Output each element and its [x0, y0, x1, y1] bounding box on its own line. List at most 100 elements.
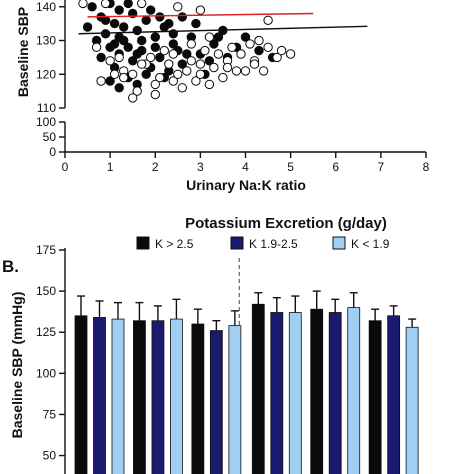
open-point [109, 69, 120, 80]
filled-point [96, 52, 106, 63]
bar [405, 326, 419, 474]
filled-point [100, 15, 111, 25]
filled-point [240, 32, 251, 42]
open-point [137, 59, 147, 69]
filled-point [141, 69, 151, 80]
filled-point [177, 12, 188, 22]
bar [93, 317, 106, 474]
filled-point [164, 18, 174, 29]
open-point [263, 15, 273, 25]
filled-point [155, 52, 165, 63]
filled-point [109, 39, 120, 49]
open-point [146, 52, 156, 63]
open-point [245, 39, 255, 49]
bar-y-axis-label: Baseline SBP (mmHg) [9, 292, 25, 439]
x-tick-label: 6 [332, 160, 339, 174]
y-tick-label: 140 [36, 0, 56, 14]
filled-point [119, 22, 129, 32]
open-point [177, 83, 188, 93]
x-tick-label: 2 [152, 160, 159, 174]
open-point [155, 72, 165, 83]
open-point [195, 59, 206, 69]
filled-point [191, 18, 201, 29]
bar-panel: B. Potassium Excretion (g/day) K > 2.5 K … [2, 215, 419, 474]
bars [74, 290, 419, 474]
bar [133, 320, 146, 474]
open-point [186, 39, 197, 49]
filled-point [150, 42, 161, 52]
open-point [168, 76, 179, 86]
x-tick-label: 3 [197, 160, 204, 174]
filled-point [150, 32, 161, 42]
panel-label-b: B. [2, 257, 19, 276]
bar [74, 315, 88, 474]
bar [328, 312, 342, 474]
bar [270, 312, 284, 474]
bar [170, 318, 183, 474]
legend-label: K > 2.5 [155, 237, 194, 251]
open-point [204, 79, 215, 90]
x-tick-label: 8 [423, 160, 430, 174]
bar [191, 323, 205, 474]
open-point [78, 0, 88, 9]
filled-point [182, 49, 192, 59]
filled-point [132, 25, 142, 36]
bar [209, 330, 223, 474]
open-point [254, 35, 264, 46]
legend-swatch [136, 236, 150, 250]
open-point [195, 69, 206, 80]
open-point [132, 86, 142, 96]
y-tick-label: 130 [36, 34, 56, 48]
open-point [191, 76, 201, 86]
open-point [186, 56, 197, 66]
filled-point [137, 35, 147, 46]
open-point [164, 59, 174, 69]
open-point [240, 66, 251, 76]
bar [111, 318, 125, 474]
x-tick-label: 4 [242, 160, 249, 174]
open-point [276, 45, 287, 56]
scatter-x-axis-label: Urinary Na:K ratio [186, 177, 306, 193]
filled-point [105, 76, 115, 86]
y-tick-label: 100 [36, 366, 56, 380]
legend-swatch [332, 236, 346, 250]
filled-point [114, 5, 124, 15]
y-tick-label: 0 [49, 145, 56, 159]
y-tick-label: 100 [36, 115, 56, 129]
filled-point [213, 32, 224, 42]
x-tick-label: 7 [378, 160, 385, 174]
open-point [204, 32, 215, 42]
filled-point [123, 42, 133, 52]
open-point [105, 56, 115, 66]
filled-point [87, 2, 97, 12]
open-point [285, 49, 296, 59]
legend-label: K < 1.9 [351, 237, 390, 251]
filled-point [254, 45, 264, 56]
open-point [96, 76, 106, 86]
legend: K > 2.5 K 1.9-2.5 K < 1.9 [136, 236, 390, 251]
bar [288, 312, 302, 474]
x-tick-label: 1 [107, 160, 114, 174]
legend-swatch [230, 236, 244, 250]
y-tick-label: 125 [36, 325, 56, 339]
open-point [137, 0, 147, 9]
filled-point [82, 22, 93, 32]
open-point [209, 62, 219, 73]
bar [347, 307, 361, 474]
filled-point [128, 56, 138, 66]
open-point [200, 45, 210, 56]
open-point [272, 52, 282, 63]
y-tick-label: 110 [37, 101, 56, 115]
open-point [258, 66, 269, 76]
filled-point [204, 56, 215, 66]
open-point [150, 89, 161, 100]
regression-line [78, 25, 368, 35]
open-point [114, 52, 124, 63]
open-point [159, 45, 170, 56]
y-tick-label: 50 [43, 449, 57, 463]
open-point [128, 93, 138, 103]
filled-point [146, 5, 156, 15]
open-point [173, 69, 183, 80]
